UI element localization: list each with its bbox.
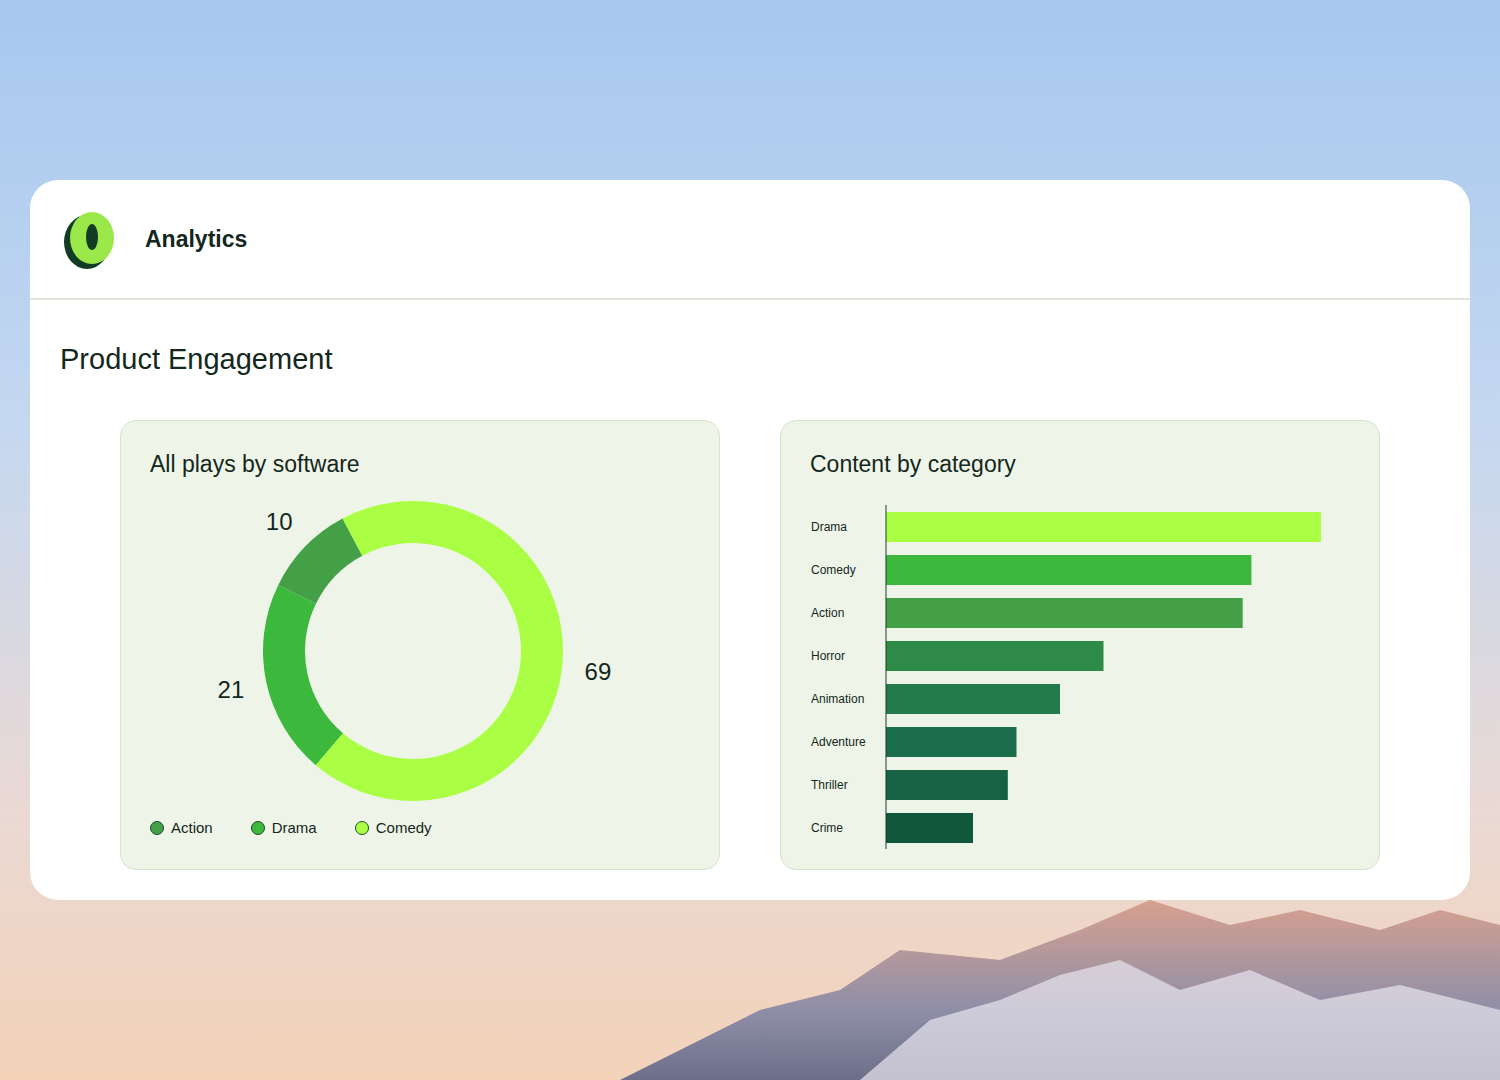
html-text:Action: Action (171, 819, 213, 836)
svg-text:Crime: Crime (811, 821, 843, 835)
html-text:Product Engagement: Product Engagement (60, 343, 333, 375)
html-text:Content by category: Content by category (810, 451, 1016, 477)
svg-text:Animation: Animation (811, 692, 864, 706)
svg-text:Drama: Drama (811, 520, 847, 534)
svg-text:Adventure: Adventure (811, 735, 866, 749)
html-text:Comedy: Comedy (375, 819, 432, 836)
html-text:Analytics: Analytics (145, 226, 248, 252)
svg-text:21: 21 (218, 676, 245, 703)
svg-text:69: 69 (585, 658, 612, 685)
svg-text:Thriller: Thriller (811, 778, 848, 792)
svg-text:Action: Action (811, 606, 844, 620)
svg-text:Horror: Horror (811, 649, 845, 663)
html-text:Drama: Drama (271, 819, 317, 836)
svg-text:Comedy: Comedy (811, 563, 856, 577)
html-text:All plays by software: All plays by software (150, 451, 360, 477)
svg-text:10: 10 (266, 508, 293, 535)
